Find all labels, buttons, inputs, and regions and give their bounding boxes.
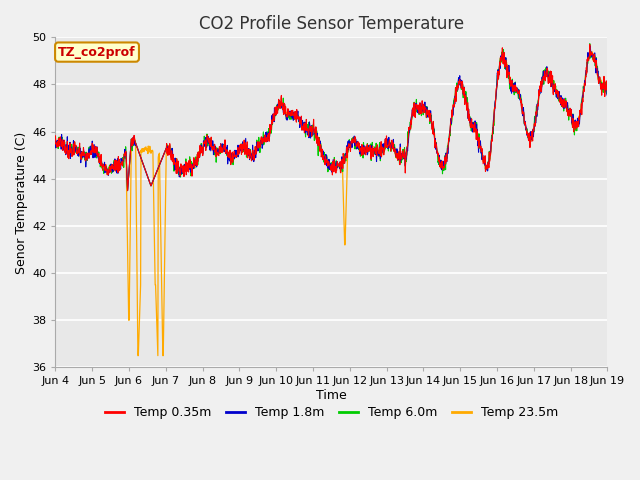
Legend: Temp 0.35m, Temp 1.8m, Temp 6.0m, Temp 23.5m: Temp 0.35m, Temp 1.8m, Temp 6.0m, Temp 2… [100, 401, 563, 424]
Title: CO2 Profile Sensor Temperature: CO2 Profile Sensor Temperature [199, 15, 464, 33]
Text: TZ_co2prof: TZ_co2prof [58, 46, 136, 59]
Y-axis label: Senor Temperature (C): Senor Temperature (C) [15, 131, 28, 274]
X-axis label: Time: Time [316, 389, 347, 402]
